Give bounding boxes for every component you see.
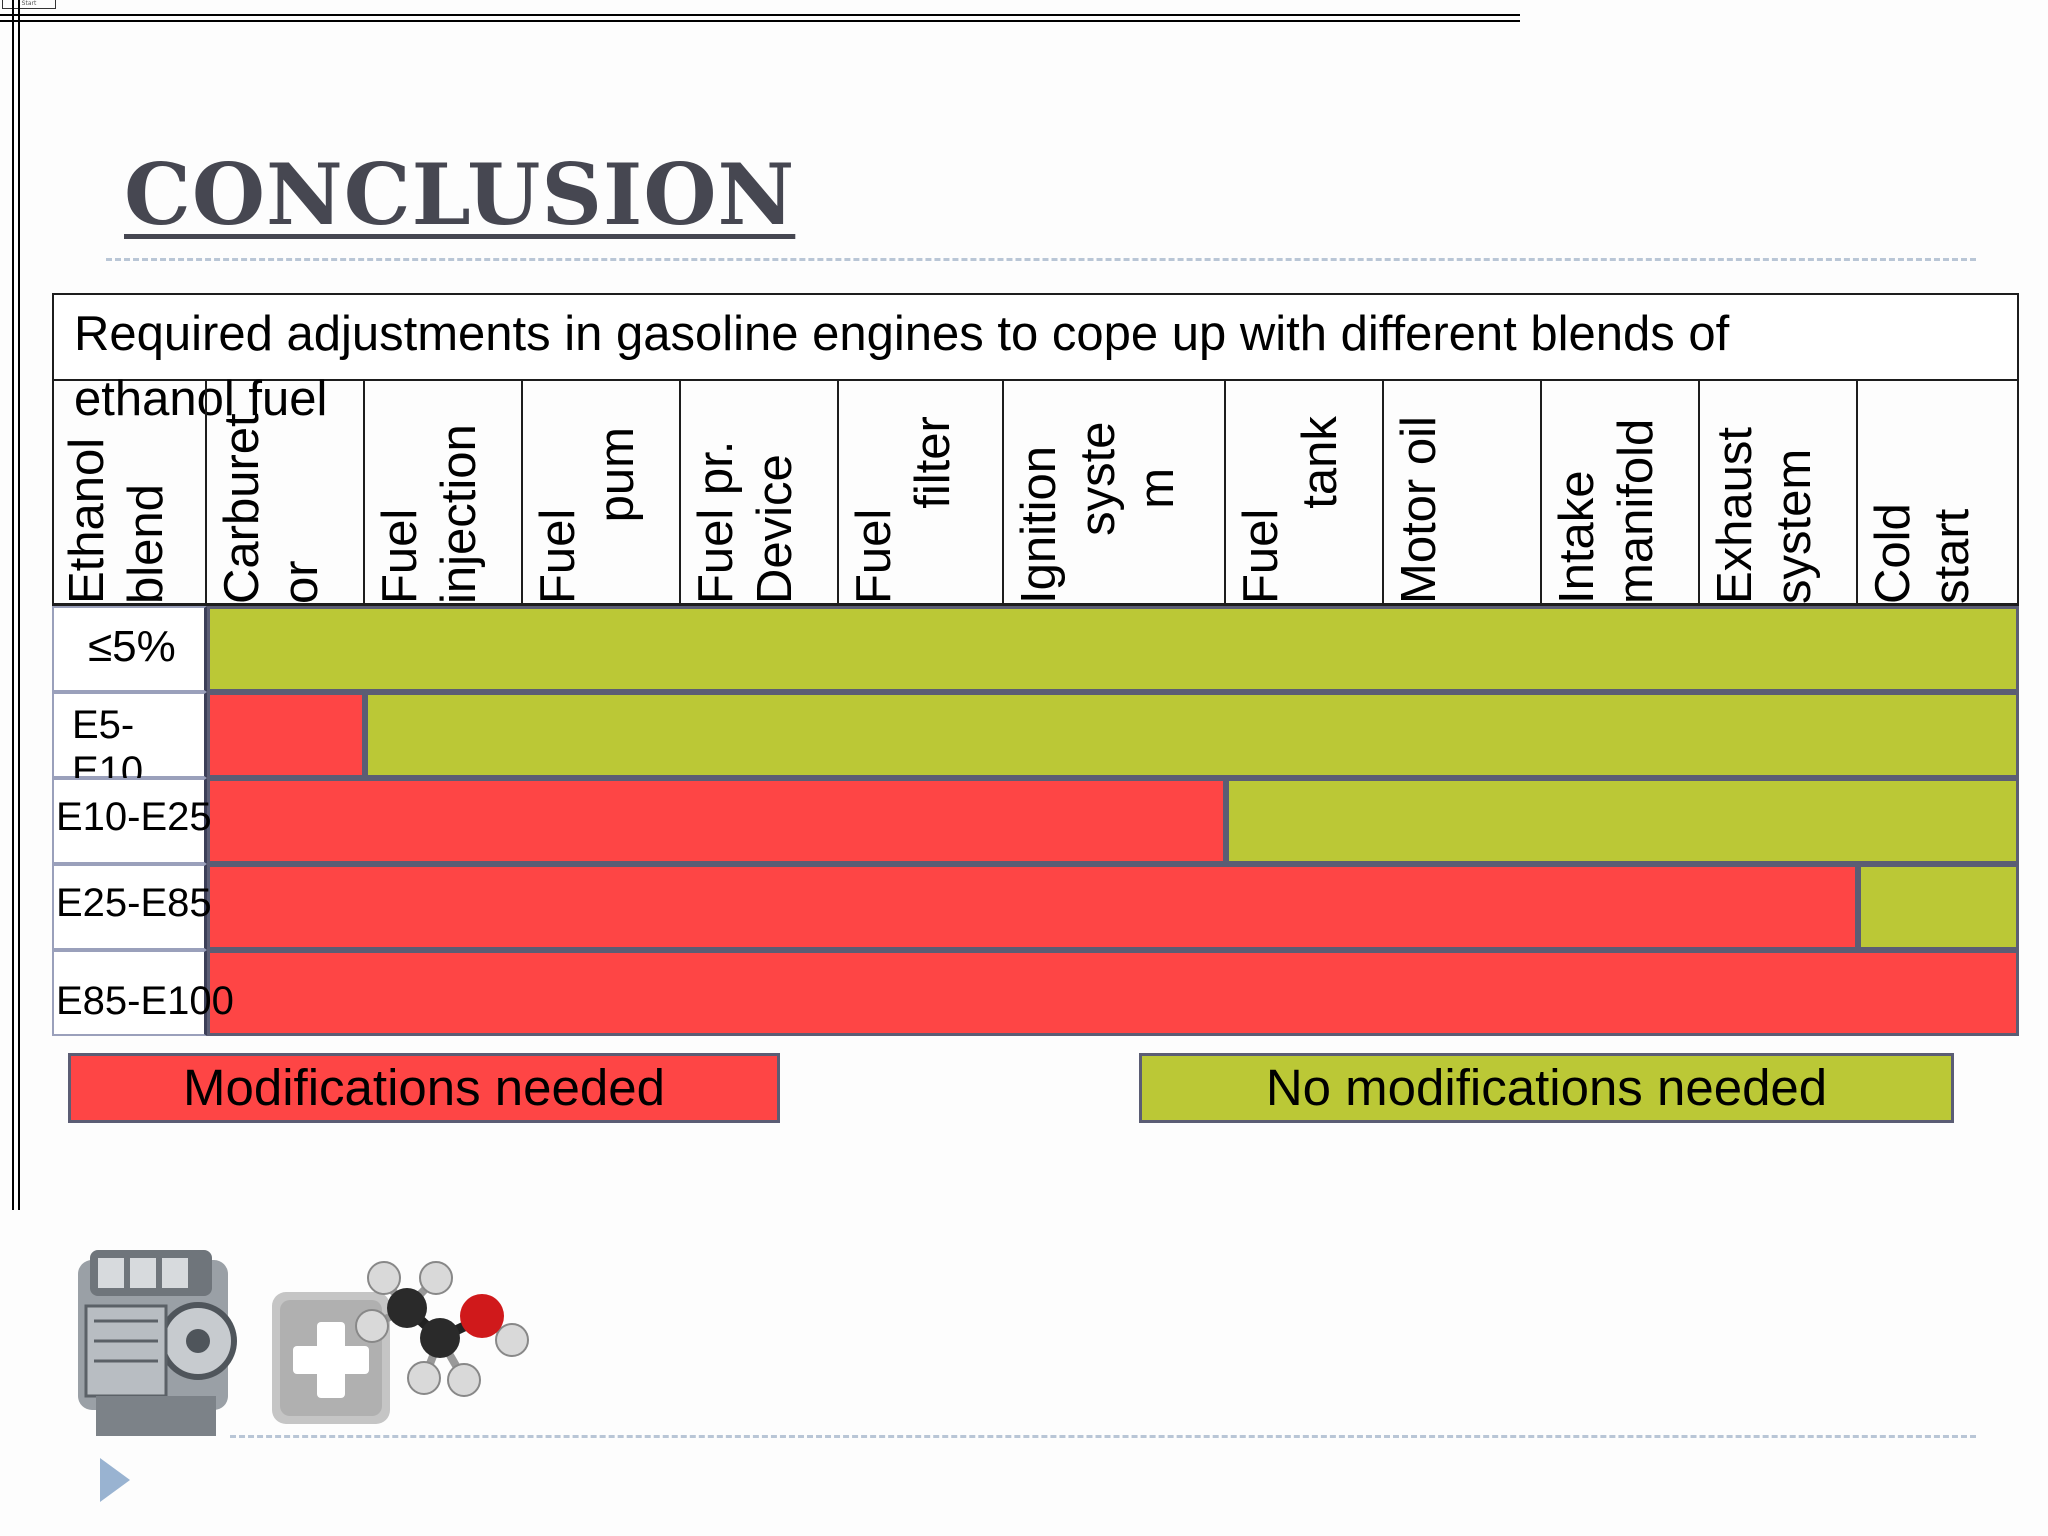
header-column-6: Ignition syste m [1004, 380, 1226, 604]
header-column-1: Carburet or [207, 380, 365, 604]
row-label-cell [52, 778, 207, 864]
header-ethanol-blend: Ethanol blend [52, 380, 207, 604]
start-tag[interactable]: Start [2, 0, 56, 9]
header-column-1-label: Carburet or [215, 413, 328, 604]
row-label-cell [52, 606, 207, 692]
header-column-2-label: Fuel injection [373, 424, 486, 604]
no-modification-bar [365, 692, 2019, 778]
no-modification-bar [1226, 778, 2019, 864]
next-slide-arrow-icon[interactable] [100, 1458, 130, 1502]
engine-icon [78, 1250, 237, 1436]
ethanol-molecule-icon [355, 1261, 529, 1397]
header-column-4: Fuel pr. Device [681, 380, 839, 604]
header-column-6-label: Ignition syste m [1012, 421, 1184, 604]
row-label: E10-E25 [56, 795, 212, 839]
header-left-border [52, 380, 54, 606]
table-caption-box [52, 293, 2019, 381]
frame-left-line-2 [18, 0, 20, 1210]
engine-plus-ethanol-image [78, 1250, 529, 1436]
row-label: E25-E85 [56, 881, 212, 925]
modification-needed-bar [207, 692, 365, 778]
header-ethanol-blend-label: Ethanol blend [60, 437, 173, 604]
header-column-2: Fuel injection [365, 380, 523, 604]
header-column-5: Fuel filter [839, 380, 1004, 604]
modification-needed-bar [207, 950, 2019, 1036]
header-column-4-label: Fuel pr. Device [689, 440, 802, 604]
row-label: ≤5% [88, 622, 176, 671]
modification-needed-bar [207, 864, 1858, 950]
row-label-cell [52, 692, 207, 778]
title-divider [106, 258, 1976, 261]
page-title: CONCLUSION [124, 145, 796, 244]
header-column-3-label: Fuel pum [531, 426, 644, 604]
frame-left-line-1 [12, 0, 14, 1210]
header-column-7: Fuel tank [1226, 380, 1384, 604]
header-column-10-label: Exhaust system [1708, 426, 1821, 604]
legend-modifications-needed-label: Modifications needed [183, 1059, 665, 1116]
row-label-cell [52, 950, 207, 1036]
header-column-9-label: Intake manifold [1550, 418, 1663, 604]
header-column-5-label: Fuel filter [847, 416, 960, 604]
no-modification-bar [1858, 864, 2019, 950]
header-column-9: Intake manifold [1542, 380, 1700, 604]
header-column-7-label: Fuel tank [1234, 416, 1347, 604]
header-column-8: Motor oil [1384, 380, 1542, 604]
header-right-border [2017, 380, 2019, 606]
modification-needed-bar [207, 778, 1226, 864]
row-label-cell [52, 864, 207, 950]
header-column-10: Exhaust system [1700, 380, 1858, 604]
table-caption: Required adjustments in gasoline engines… [74, 307, 1730, 426]
frame-top-line-1 [0, 14, 1520, 16]
footer-divider [230, 1435, 1976, 1438]
legend-no-modifications-needed: No modifications needed [1139, 1053, 1954, 1123]
frame-top-line-2 [0, 20, 1520, 22]
header-column-8-label: Motor oil [1392, 416, 1446, 604]
legend-modifications-needed: Modifications needed [68, 1053, 780, 1123]
header-column-11: Cold start [1858, 380, 2019, 604]
no-modification-bar [207, 606, 2019, 692]
header-column-3: Fuel pum [523, 380, 681, 604]
header-bottom-border [52, 603, 2019, 606]
row-label: E85-E100 [56, 979, 234, 1023]
header-column-11-label: Cold start [1866, 503, 1979, 604]
legend-no-modifications-needed-label: No modifications needed [1265, 1059, 1828, 1116]
